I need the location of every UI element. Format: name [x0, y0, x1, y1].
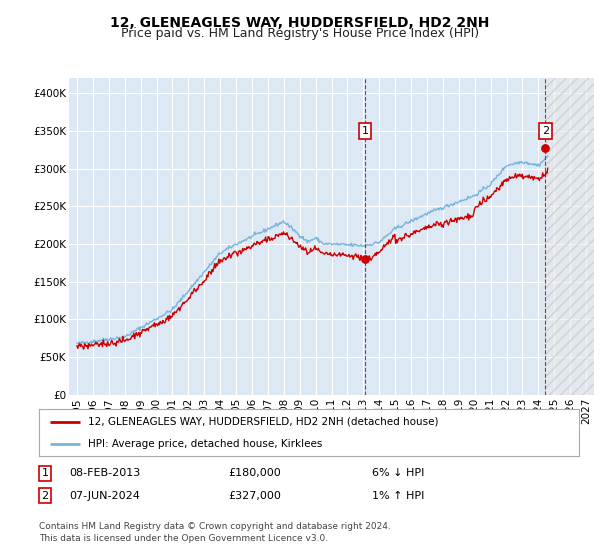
Text: 1: 1 — [361, 126, 368, 136]
Text: £180,000: £180,000 — [228, 468, 281, 478]
Text: 08-FEB-2013: 08-FEB-2013 — [69, 468, 140, 478]
Point — [360, 255, 370, 264]
Text: 1% ↑ HPI: 1% ↑ HPI — [372, 491, 424, 501]
Text: 2: 2 — [41, 491, 49, 501]
Text: 12, GLENEAGLES WAY, HUDDERSFIELD, HD2 2NH (detached house): 12, GLENEAGLES WAY, HUDDERSFIELD, HD2 2N… — [88, 417, 438, 427]
Text: 12, GLENEAGLES WAY, HUDDERSFIELD, HD2 2NH: 12, GLENEAGLES WAY, HUDDERSFIELD, HD2 2N… — [110, 16, 490, 30]
Text: 1: 1 — [41, 468, 49, 478]
Text: 2: 2 — [542, 126, 549, 136]
Point — [541, 144, 550, 153]
Bar — [546, 78, 594, 395]
Text: Contains HM Land Registry data © Crown copyright and database right 2024.
This d: Contains HM Land Registry data © Crown c… — [39, 522, 391, 543]
Text: 6% ↓ HPI: 6% ↓ HPI — [372, 468, 424, 478]
Text: 07-JUN-2024: 07-JUN-2024 — [69, 491, 140, 501]
Text: Price paid vs. HM Land Registry's House Price Index (HPI): Price paid vs. HM Land Registry's House … — [121, 27, 479, 40]
Text: HPI: Average price, detached house, Kirklees: HPI: Average price, detached house, Kirk… — [88, 438, 322, 449]
Text: £327,000: £327,000 — [228, 491, 281, 501]
